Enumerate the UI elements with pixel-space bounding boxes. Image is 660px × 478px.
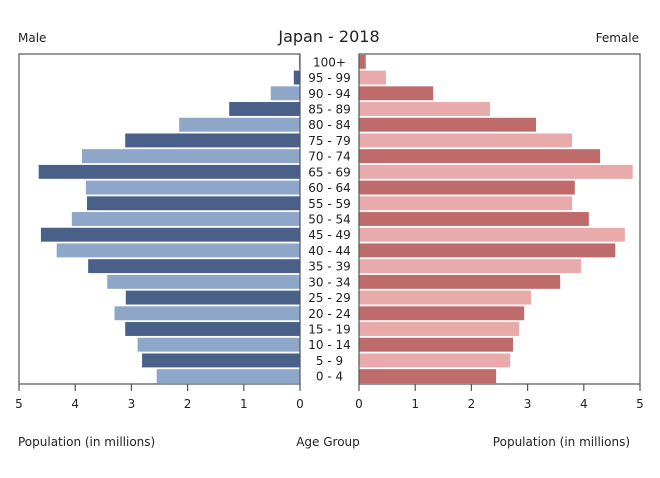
female-bar — [359, 337, 513, 352]
male-bar — [125, 290, 300, 305]
female-plot-frame — [358, 53, 641, 385]
female-bar — [359, 369, 497, 384]
male-bar — [125, 322, 300, 336]
age-group-label: 45 - 49 — [308, 228, 351, 242]
female-bar — [359, 212, 589, 226]
age-group-label: 95 - 99 — [308, 71, 351, 85]
female-x-axis: 0 1 2 3 4 5 — [355, 384, 644, 411]
female-bar — [359, 322, 520, 336]
age-group-label: 65 - 69 — [308, 165, 351, 179]
female-bars — [359, 54, 633, 384]
male-bar — [125, 133, 300, 148]
female-bar — [359, 306, 525, 321]
female-bar — [359, 243, 616, 258]
x-tick-label: 4 — [580, 397, 588, 411]
x-tick-label: 2 — [184, 397, 192, 411]
male-x-axis: 0 1 2 3 4 5 — [15, 384, 304, 411]
male-plot-frame — [18, 53, 301, 385]
x-tick-label: 0 — [296, 397, 304, 411]
male-bar — [137, 337, 300, 352]
male-bar — [88, 259, 300, 274]
male-bars — [38, 54, 301, 384]
male-bar — [142, 353, 300, 368]
male-bar — [114, 306, 300, 321]
male-x-axis-label: Population (in millions) — [18, 435, 155, 449]
x-tick-label: 1 — [411, 397, 419, 411]
age-group-label: 15 - 19 — [308, 323, 351, 337]
male-bar — [71, 212, 300, 226]
male-bar — [107, 274, 300, 289]
female-bar — [359, 164, 633, 179]
age-group-label: 90 - 94 — [308, 87, 351, 101]
male-bar — [56, 243, 301, 258]
age-group-label: 35 - 39 — [308, 260, 351, 274]
female-bar — [359, 274, 561, 289]
x-tick-label: 5 — [636, 397, 644, 411]
male-bar — [270, 86, 300, 101]
male-label: Male — [18, 31, 46, 45]
female-bar — [359, 149, 601, 164]
x-tick-label: 4 — [71, 397, 79, 411]
x-tick-label: 0 — [355, 397, 363, 411]
male-bar — [81, 149, 300, 164]
male-bar — [38, 164, 301, 179]
female-bar — [359, 196, 572, 211]
x-tick-label: 1 — [240, 397, 248, 411]
male-bar — [293, 70, 300, 85]
female-bar — [359, 353, 511, 368]
male-bar — [156, 369, 300, 384]
female-bar — [359, 117, 537, 132]
x-tick-label: 3 — [128, 397, 136, 411]
female-bar — [359, 86, 434, 101]
female-bar — [359, 54, 366, 69]
female-bar — [359, 133, 572, 148]
x-tick-label: 5 — [15, 397, 23, 411]
age-group-label: 75 - 79 — [308, 134, 351, 148]
age-group-axis-label: Age Group — [296, 435, 360, 449]
age-group-label: 25 - 29 — [308, 291, 351, 305]
age-group-label: 40 - 44 — [308, 244, 351, 258]
male-bar — [40, 227, 300, 242]
male-bar — [85, 180, 301, 195]
female-x-axis-label: Population (in millions) — [493, 435, 630, 449]
female-bar — [359, 290, 531, 305]
male-bar — [179, 117, 300, 132]
age-group-label: 100+ — [313, 55, 346, 69]
age-group-label: 30 - 34 — [308, 275, 351, 289]
x-tick-label: 3 — [524, 397, 532, 411]
male-bar — [87, 196, 300, 211]
age-group-label: 50 - 54 — [308, 213, 351, 227]
female-bar — [359, 227, 625, 242]
age-group-label: 85 - 89 — [308, 103, 351, 117]
female-label: Female — [596, 31, 639, 45]
female-bar — [359, 102, 490, 116]
age-group-label: 0 - 4 — [316, 370, 343, 384]
female-bar — [359, 259, 581, 274]
age-group-label: 55 - 59 — [308, 197, 351, 211]
age-group-label: 5 - 9 — [316, 354, 343, 368]
age-group-label: 60 - 64 — [308, 181, 351, 195]
age-group-label: 10 - 14 — [308, 338, 351, 352]
female-bar — [359, 70, 386, 85]
age-group-label: 70 - 74 — [308, 150, 351, 164]
age-group-label: 80 - 84 — [308, 118, 351, 132]
age-group-label: 20 - 24 — [308, 307, 351, 321]
female-bar — [359, 180, 575, 195]
chart-title: Japan - 2018 — [277, 27, 379, 46]
x-tick-label: 2 — [468, 397, 476, 411]
male-bar — [229, 102, 300, 116]
